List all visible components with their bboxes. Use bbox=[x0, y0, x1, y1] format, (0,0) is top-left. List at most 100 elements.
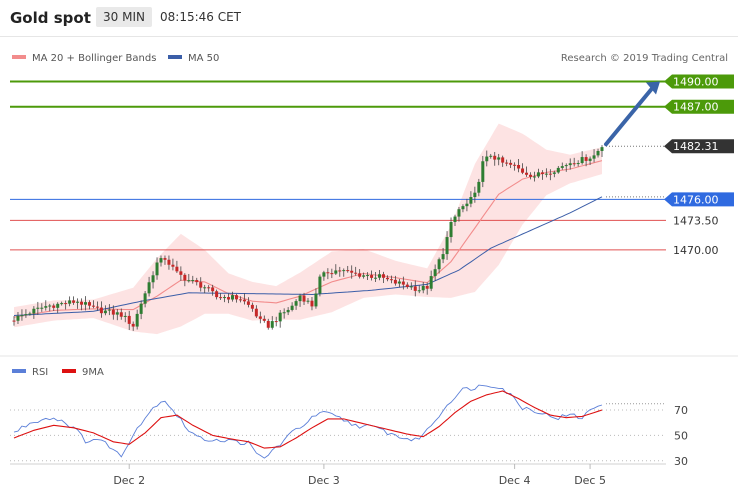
candle-body bbox=[501, 157, 505, 163]
candle-body bbox=[258, 316, 262, 319]
candle-body bbox=[167, 259, 171, 265]
forecast-arrow-shaft bbox=[604, 86, 654, 147]
rsi-line bbox=[13, 384, 603, 459]
candle-body bbox=[576, 163, 580, 165]
candle-body bbox=[469, 197, 473, 204]
candle-body bbox=[28, 313, 32, 315]
candle-body bbox=[528, 174, 532, 177]
candle-body bbox=[151, 275, 155, 283]
timeframe-badge[interactable]: 30 MIN bbox=[96, 7, 152, 27]
candle-body bbox=[103, 310, 107, 314]
candle-body bbox=[223, 297, 227, 299]
candle-body bbox=[568, 163, 572, 166]
candle-body bbox=[123, 315, 127, 317]
candle-body bbox=[179, 271, 183, 275]
candle-body bbox=[552, 172, 556, 174]
level-tag-1: 1487.00 bbox=[673, 101, 719, 114]
candle-body bbox=[48, 305, 52, 307]
candle-body bbox=[374, 277, 378, 279]
candle-body bbox=[163, 258, 167, 260]
candle-body bbox=[477, 181, 481, 193]
candle-body bbox=[473, 192, 477, 198]
candle-body bbox=[493, 155, 497, 160]
candle-body bbox=[254, 308, 258, 317]
candle-body bbox=[409, 286, 413, 288]
candle-body bbox=[135, 313, 139, 327]
candle-body bbox=[199, 282, 203, 288]
candle-body bbox=[227, 297, 231, 300]
level-tag-0: 1490.00 bbox=[673, 75, 719, 88]
candle-body bbox=[322, 272, 326, 277]
candle-body bbox=[187, 280, 191, 282]
level-tag-bg-1 bbox=[664, 99, 734, 114]
candle-body bbox=[334, 270, 338, 274]
annotation-layer: 1482.31 bbox=[604, 81, 734, 198]
last-price-tag: 1482.31 bbox=[673, 140, 719, 153]
candle-body bbox=[302, 295, 306, 302]
candle-body bbox=[115, 312, 119, 315]
candle-body bbox=[389, 279, 393, 281]
candle-body bbox=[16, 315, 20, 321]
candle-body bbox=[362, 275, 366, 277]
candle-body bbox=[56, 303, 60, 308]
candle-body bbox=[76, 301, 80, 303]
price-level-layer: 1490.00 1487.00 1476.00 1473.50 1470.00 bbox=[10, 74, 734, 257]
candle-body bbox=[532, 176, 536, 178]
candle-body bbox=[596, 150, 600, 156]
candle-body bbox=[505, 162, 509, 164]
candle-body bbox=[358, 273, 362, 277]
candle-body bbox=[525, 172, 529, 175]
candle-body bbox=[147, 282, 151, 294]
candle-body bbox=[354, 272, 358, 274]
candle-body bbox=[234, 295, 238, 300]
candle-body bbox=[274, 321, 278, 323]
candle-body bbox=[298, 295, 302, 302]
candle-body bbox=[429, 276, 433, 289]
candle-body bbox=[107, 309, 111, 311]
candle-body bbox=[378, 274, 382, 278]
candle-body bbox=[381, 274, 385, 278]
moving-average-layer bbox=[13, 160, 603, 318]
candle-body bbox=[580, 157, 584, 164]
candle-body bbox=[203, 287, 207, 289]
candle-body bbox=[540, 172, 544, 175]
candle-body bbox=[600, 147, 604, 151]
ma50-line bbox=[13, 196, 603, 316]
candle-body bbox=[481, 161, 485, 182]
candle-body bbox=[465, 203, 469, 207]
candle-body bbox=[318, 276, 322, 294]
x-tick-label-3: Dec 5 bbox=[574, 474, 606, 487]
candle-body bbox=[513, 164, 517, 166]
candle-body bbox=[326, 272, 330, 274]
candle-body bbox=[262, 318, 266, 321]
candle-body bbox=[572, 163, 576, 165]
candle-body bbox=[405, 284, 409, 288]
level-tag-2: 1476.00 bbox=[673, 193, 719, 206]
candle-body bbox=[36, 307, 40, 309]
ma50-legend-label: MA 50 bbox=[188, 53, 219, 64]
chart-header: Gold spot 30 MIN 08:15:46 CET bbox=[0, 0, 738, 37]
candle-body bbox=[445, 237, 449, 255]
candle-body bbox=[159, 258, 163, 263]
candle-body bbox=[131, 323, 135, 327]
candle-body bbox=[536, 172, 540, 177]
x-tick-label-1: Dec 3 bbox=[308, 474, 340, 487]
timestamp: 08:15:46 CET bbox=[160, 10, 241, 24]
candle-body bbox=[433, 269, 437, 277]
candle-body bbox=[338, 270, 342, 272]
candle-body bbox=[489, 155, 493, 157]
candle-body bbox=[40, 307, 44, 309]
candle-body bbox=[52, 305, 56, 308]
level-tag-3: 1473.50 bbox=[673, 214, 719, 227]
candle-body bbox=[509, 162, 513, 165]
candle-body bbox=[127, 315, 131, 324]
candle-body bbox=[246, 301, 250, 305]
candle-body bbox=[20, 315, 24, 317]
instrument-title: Gold spot bbox=[10, 9, 91, 27]
candle-body bbox=[119, 312, 123, 317]
candle-body bbox=[441, 254, 445, 260]
rsi-legend-label: RSI bbox=[32, 367, 48, 378]
rsi-tick-30: 30 bbox=[674, 455, 688, 468]
rsi-layer: 30 50 70 bbox=[10, 384, 688, 468]
level-tag-bg-2 bbox=[664, 192, 734, 207]
